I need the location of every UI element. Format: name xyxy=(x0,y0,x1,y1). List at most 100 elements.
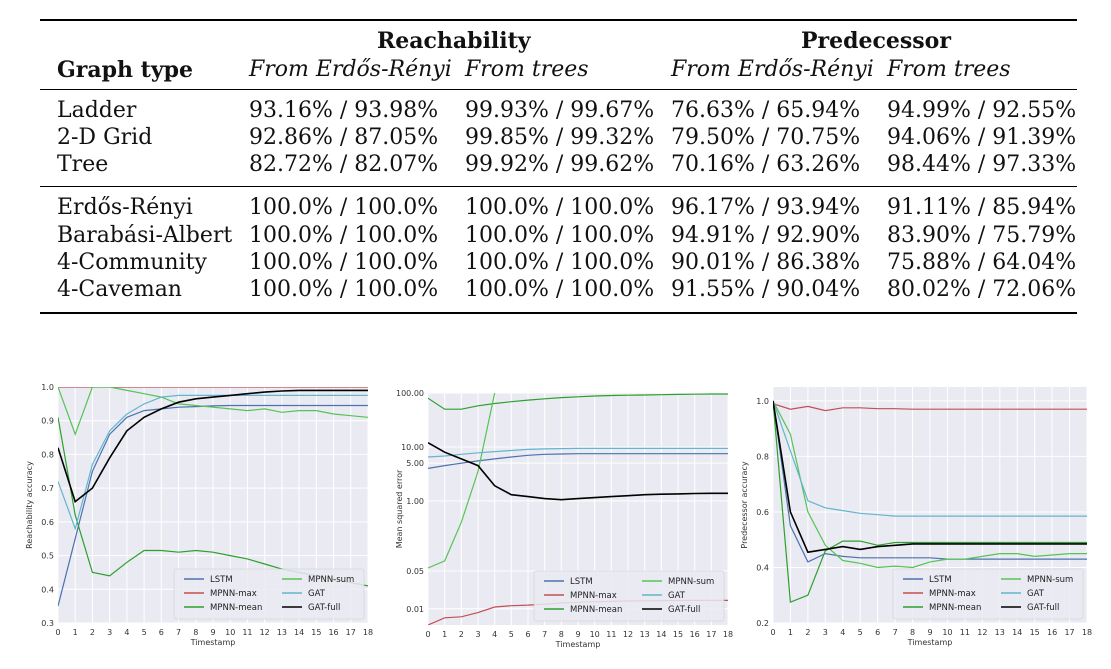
series-line-mpnn-sum xyxy=(428,393,496,569)
series-line-gat-full xyxy=(58,389,368,503)
y-tick-label: 0.4 xyxy=(41,585,54,594)
series-group xyxy=(58,387,368,607)
series-line-gat xyxy=(428,447,728,458)
y-tick-label: 0.2 xyxy=(756,619,769,628)
x-tick-label: 6 xyxy=(159,628,164,637)
y-tick-label: 0.01 xyxy=(406,605,424,614)
legend-label-mpnn-sum: MPNN-sum xyxy=(1027,575,1073,585)
x-tick-label: 12 xyxy=(260,628,270,637)
subheader-pred-er: From Erdős-Rényi xyxy=(671,57,874,82)
legend-label-gat-full: GAT-full xyxy=(308,603,340,613)
x-tick-label: 14 xyxy=(294,628,304,637)
x-tick-label: 14 xyxy=(1012,628,1022,637)
x-tick-label: 17 xyxy=(706,630,716,639)
table-mid-rule xyxy=(40,186,1077,187)
legend-label-gat: GAT xyxy=(1027,589,1045,599)
y-tick-label: 0.05 xyxy=(406,567,424,576)
series-line-mpnn-sum xyxy=(58,387,368,436)
x-tick-label: 0 xyxy=(55,628,60,637)
x-axis-label: Timestamp xyxy=(907,638,953,647)
y-tick-label: 0.3 xyxy=(41,619,54,628)
table-cell: 91.11% / 85.94% xyxy=(887,195,1077,220)
y-tick-label: 100.00 xyxy=(396,389,424,398)
row-label: 4-Caveman xyxy=(57,277,182,302)
y-tick-label: 10.00 xyxy=(401,443,424,452)
table-cell: 94.06% / 91.39% xyxy=(887,125,1077,150)
x-tick-label: 18 xyxy=(363,628,373,637)
x-tick-label: 5 xyxy=(142,628,147,637)
x-tick-label: 3 xyxy=(107,628,112,637)
table-cell: 82.72% / 82.07% xyxy=(249,152,439,177)
x-tick-label: 11 xyxy=(606,630,616,639)
legend-label-gat-full: GAT-full xyxy=(1027,603,1059,613)
table-cell: 92.86% / 87.05% xyxy=(249,125,439,150)
table-bottom-rule xyxy=(40,312,1077,314)
table-cell: 100.0% / 100.0% xyxy=(465,195,655,220)
x-tick-label: 11 xyxy=(242,628,252,637)
x-tick-label: 5 xyxy=(509,630,514,639)
x-tick-label: 17 xyxy=(346,628,356,637)
x-tick-label: 8 xyxy=(559,630,564,639)
table-cell: 70.16% / 63.26% xyxy=(671,152,861,177)
table-cell: 100.0% / 100.0% xyxy=(249,195,439,220)
legend-label-lstm: LSTM xyxy=(570,577,593,587)
y-axis-label: Mean squared error xyxy=(395,469,404,548)
x-tick-label: 18 xyxy=(723,630,733,639)
x-tick-label: 1 xyxy=(442,630,447,639)
legend-label-gat: GAT xyxy=(668,591,686,601)
series-line-mpnn-mean xyxy=(428,393,728,410)
x-tick-label: 8 xyxy=(910,628,915,637)
y-tick-label: 0.8 xyxy=(756,452,769,461)
x-tick-label: 12 xyxy=(977,628,987,637)
x-tick-label: 11 xyxy=(960,628,970,637)
table-cell: 99.92% / 99.62% xyxy=(465,152,655,177)
x-tick-label: 3 xyxy=(475,630,480,639)
table-cell: 79.50% / 70.75% xyxy=(671,125,861,150)
mean-squared-error-chart: 0 1 2 3 4 5 6 7 8 9 10 11 12 13 14 15 16 17 180.010.051.00… xyxy=(395,389,733,649)
subheader-pred-trees: From trees xyxy=(887,57,1011,82)
x-tick-label: 15 xyxy=(1030,628,1040,637)
x-tick-label: 7 xyxy=(176,628,181,637)
table-cell: 99.93% / 99.67% xyxy=(465,98,655,123)
series-line-mpnn-sum xyxy=(773,400,1087,569)
y-tick-label: 0.6 xyxy=(41,518,54,527)
x-tick-label: 16 xyxy=(328,628,338,637)
table-cell: 80.02% / 72.06% xyxy=(887,277,1077,302)
table-cell: 93.16% / 93.98% xyxy=(249,98,439,123)
x-axis-label: Timestamp xyxy=(190,638,236,647)
x-tick-label: 1 xyxy=(788,628,793,637)
series-line-lstm xyxy=(773,400,1087,563)
row-label: Erdős-Rényi xyxy=(57,195,193,220)
y-tick-label: 0.4 xyxy=(756,563,769,572)
x-tick-label: 2 xyxy=(805,628,810,637)
series-line-gat xyxy=(58,394,368,531)
series-line-lstm xyxy=(58,404,368,607)
y-tick-label: 0.6 xyxy=(756,508,769,517)
table-cell: 100.0% / 100.0% xyxy=(249,223,439,248)
y-tick-label: 1.0 xyxy=(41,383,54,392)
y-tick-label: 0.8 xyxy=(41,450,54,459)
y-tick-label: 1.0 xyxy=(756,397,769,406)
legend-label-mpnn-sum: MPNN-sum xyxy=(308,575,354,585)
table-cell: 100.0% / 100.0% xyxy=(465,223,655,248)
table-cell: 100.0% / 100.0% xyxy=(249,250,439,275)
x-tick-label: 4 xyxy=(124,628,129,637)
table-cell: 75.88% / 64.04% xyxy=(887,250,1077,275)
results-table: Reachability Predecessor Graph type From… xyxy=(0,0,1111,320)
series-line-mpnn-max xyxy=(773,403,1087,412)
table-header-rule xyxy=(40,89,1077,90)
y-tick-label: 1.00 xyxy=(406,497,424,506)
legend-label-mpnn-max: MPNN-max xyxy=(929,589,976,599)
legend-label-mpnn-mean: MPNN-mean xyxy=(210,603,262,613)
series-line-mpnn-mean xyxy=(773,400,1087,604)
x-tick-label: 9 xyxy=(575,630,580,639)
x-tick-label: 8 xyxy=(193,628,198,637)
series-line-lstm xyxy=(428,453,728,469)
x-tick-label: 5 xyxy=(858,628,863,637)
row-label: Barabási-Albert xyxy=(57,223,233,248)
x-tick-label: 14 xyxy=(656,630,666,639)
x-tick-label: 13 xyxy=(277,628,287,637)
subheader-reach-er: From Erdős-Rényi xyxy=(249,57,452,82)
legend-box xyxy=(173,568,365,620)
legend-label-gat-full: GAT-full xyxy=(668,605,700,615)
